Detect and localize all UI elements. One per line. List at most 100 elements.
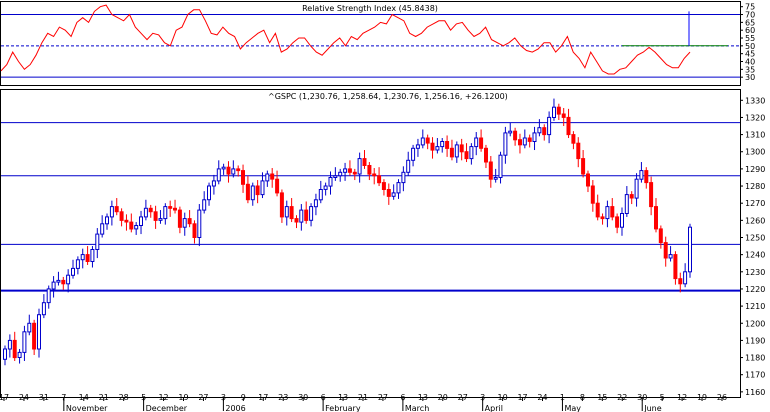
price-panel: ^GSPC (1,230.76, 1,258.64, 1,230.76, 1,2… bbox=[0, 89, 741, 398]
x-tick-label: 8 bbox=[580, 393, 585, 402]
x-month-label: February bbox=[325, 404, 361, 412]
candle-up bbox=[333, 175, 338, 179]
x-tick-label: 31 bbox=[39, 393, 49, 402]
candle-down bbox=[294, 218, 299, 223]
x-month-label: May bbox=[564, 404, 581, 412]
x-tick-label: 5 bbox=[660, 393, 665, 402]
candle-down bbox=[595, 202, 600, 218]
candle-down bbox=[241, 170, 245, 185]
price-y-tick-label: 1310 bbox=[745, 131, 765, 140]
x-month-label: 2006 bbox=[225, 404, 245, 412]
candle-up bbox=[522, 137, 527, 146]
x-tick-label: 24 bbox=[537, 393, 547, 402]
candle-up bbox=[318, 189, 323, 201]
candle-up bbox=[420, 137, 425, 146]
rsi-y-tick-label: 35 bbox=[745, 65, 755, 74]
candle-up bbox=[503, 132, 508, 156]
candle-down bbox=[270, 173, 275, 180]
candle-up bbox=[415, 144, 420, 149]
candle-up bbox=[143, 207, 148, 218]
candle-up bbox=[299, 209, 304, 223]
price-y-tick-label: 1320 bbox=[745, 113, 765, 122]
candle-up bbox=[90, 249, 95, 262]
candle-up bbox=[182, 218, 187, 228]
candle-down bbox=[279, 192, 284, 218]
x-tick-label: 27 bbox=[458, 393, 468, 402]
price-y-tick-label: 1330 bbox=[745, 96, 765, 105]
candle-up bbox=[163, 206, 168, 220]
rsi-y-tick-label: 55 bbox=[745, 34, 755, 43]
candle-down bbox=[629, 194, 634, 199]
candle-up bbox=[207, 185, 211, 201]
candle-up bbox=[3, 348, 7, 360]
x-tick-label: 21 bbox=[358, 393, 368, 402]
candle-down bbox=[124, 219, 129, 223]
candle-up bbox=[552, 106, 556, 118]
x-tick-label: 30 bbox=[298, 393, 308, 402]
x-tick-label: 17 bbox=[517, 393, 527, 402]
candle-down bbox=[484, 147, 488, 163]
price-title: ^GSPC (1,230.76, 1,258.64, 1,230.76, 1,2… bbox=[268, 92, 508, 101]
x-tick-label: 21 bbox=[99, 393, 109, 402]
candle-down bbox=[658, 228, 663, 244]
candle-up bbox=[435, 146, 440, 151]
candle-down bbox=[542, 127, 547, 136]
candle-up bbox=[620, 213, 624, 228]
candle-up bbox=[265, 173, 270, 182]
candle-down bbox=[119, 211, 124, 221]
candle-down bbox=[153, 211, 158, 221]
candle-down bbox=[114, 206, 119, 213]
candle-up bbox=[80, 254, 85, 261]
candle-down bbox=[581, 158, 586, 175]
price-y-tick-label: 1210 bbox=[745, 302, 765, 311]
candle-up bbox=[605, 206, 610, 220]
x-month-label: November bbox=[66, 404, 108, 412]
candle-up bbox=[469, 146, 474, 160]
candle-up bbox=[411, 147, 416, 161]
candle-up bbox=[498, 154, 503, 178]
candle-up bbox=[71, 267, 75, 276]
candle-up bbox=[109, 206, 114, 218]
x-tick-label: 13 bbox=[338, 393, 348, 402]
x-tick-label: 13 bbox=[418, 393, 428, 402]
candle-down bbox=[236, 168, 241, 172]
candle-up bbox=[260, 180, 265, 196]
candle-up bbox=[401, 171, 406, 184]
x-tick-label: 12 bbox=[677, 393, 687, 402]
price-candles bbox=[3, 98, 692, 366]
candle-up bbox=[668, 254, 673, 259]
price-y-tick-label: 1250 bbox=[745, 233, 765, 242]
candle-down bbox=[304, 209, 309, 221]
candle-up bbox=[221, 166, 226, 170]
candle-up bbox=[56, 279, 61, 283]
candle-up bbox=[95, 233, 100, 251]
candle-down bbox=[255, 185, 260, 196]
candle-down bbox=[673, 254, 678, 280]
candle-up bbox=[639, 170, 644, 180]
rsi-y-tick-label: 65 bbox=[745, 18, 755, 27]
candle-up bbox=[323, 185, 328, 190]
x-tick-label: 24 bbox=[19, 393, 29, 402]
rsi-line bbox=[0, 4, 691, 75]
candle-down bbox=[464, 151, 469, 160]
candle-up bbox=[338, 171, 343, 177]
candle-up bbox=[440, 141, 445, 148]
candle-down bbox=[654, 206, 658, 230]
candle-up bbox=[493, 177, 498, 180]
candle-up bbox=[250, 185, 255, 201]
x-tick-label: 14 bbox=[79, 393, 89, 402]
candle-up bbox=[309, 206, 314, 221]
candle-down bbox=[571, 134, 576, 144]
candle-down bbox=[129, 221, 134, 230]
rsi-series bbox=[0, 4, 728, 75]
candle-up bbox=[624, 194, 629, 215]
candle-down bbox=[372, 173, 377, 177]
candle-down bbox=[377, 175, 382, 184]
price-y-tick-label: 1280 bbox=[745, 182, 765, 191]
price-frame bbox=[0, 89, 741, 398]
price-y-tick-label: 1200 bbox=[745, 319, 765, 328]
x-tick-label: 28 bbox=[119, 393, 129, 402]
price-y-tick-label: 1260 bbox=[745, 216, 765, 225]
price-y-tick-label: 1240 bbox=[745, 251, 765, 260]
candle-up bbox=[284, 206, 289, 218]
